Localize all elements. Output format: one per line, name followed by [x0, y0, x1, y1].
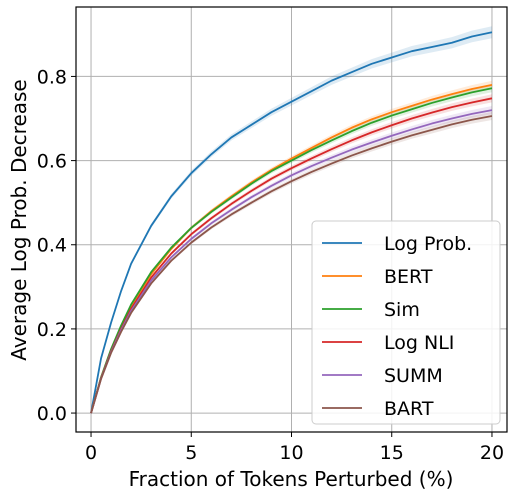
series-lines	[90, 31, 493, 414]
legend: Log Prob. BERT Sim Log NLI SUMM BART	[311, 220, 501, 425]
x-axis-ticks: 0 5 10 15 20	[85, 432, 504, 464]
y-tick-label: 0.0	[37, 403, 67, 425]
y-tick-label: 0.6	[37, 151, 67, 173]
x-tick-label: 15	[380, 442, 404, 464]
series-line	[90, 31, 493, 414]
series-line	[90, 115, 493, 414]
x-axis-label: Fraction of Tokens Perturbed (%)	[129, 467, 454, 491]
y-axis-label: Average Log Prob. Decrease	[7, 79, 31, 360]
y-tick-label: 0.2	[37, 319, 67, 341]
y-axis-ticks: 0.0 0.2 0.4 0.6 0.8	[37, 66, 76, 425]
x-tick-label: 10	[279, 442, 303, 464]
series-band	[91, 26, 492, 415]
legend-entry: Sim	[384, 299, 420, 321]
legend-entry: BERT	[384, 266, 433, 288]
legend-entry: Log NLI	[384, 332, 454, 354]
legend-entry: Log Prob.	[384, 233, 472, 255]
legend-entry: SUMM	[384, 365, 443, 387]
legend-entry: BART	[384, 398, 434, 420]
x-tick-label: 0	[85, 442, 97, 464]
series-line	[90, 87, 493, 414]
legend-box	[311, 220, 501, 425]
series-line	[90, 109, 493, 414]
x-tick-label: 5	[185, 442, 197, 464]
y-tick-label: 0.8	[37, 66, 67, 88]
x-tick-label: 20	[480, 442, 504, 464]
y-tick-label: 0.4	[37, 235, 67, 257]
